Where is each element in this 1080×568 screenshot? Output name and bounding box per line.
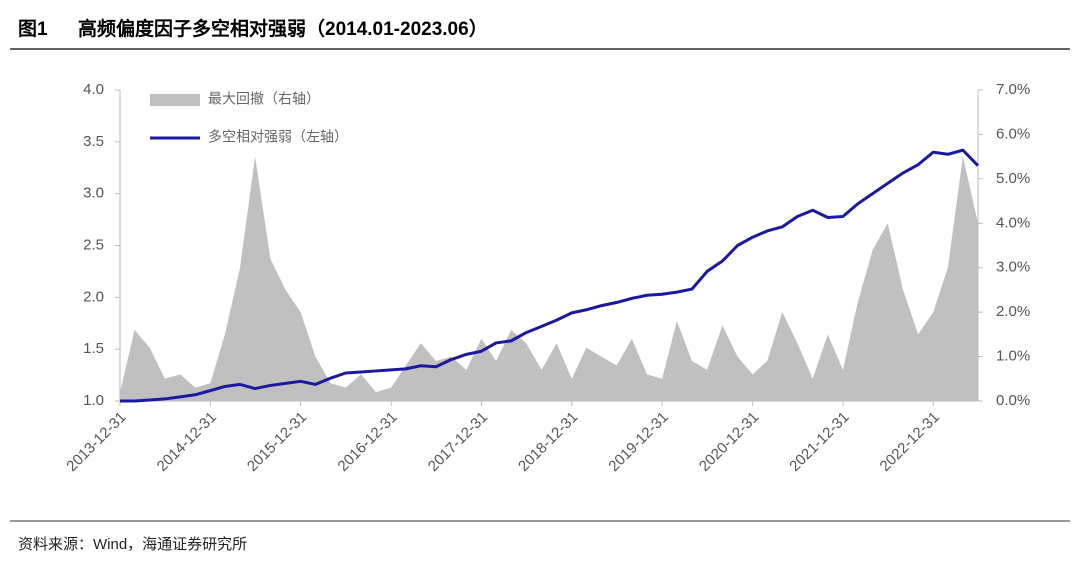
y2-tick-label: 1.0% bbox=[996, 348, 1030, 365]
y-tick-label: 2.0 bbox=[83, 288, 104, 305]
y2-tick-label: 3.0% bbox=[996, 259, 1030, 276]
drawdown-area bbox=[120, 156, 978, 401]
x-tick-label: 2014-12-31 bbox=[154, 409, 220, 475]
x-tick-label: 2021-12-31 bbox=[786, 409, 852, 475]
y-tick-label: 2.5 bbox=[83, 236, 104, 253]
figure-label: 图1 bbox=[18, 18, 48, 40]
legend-swatch bbox=[150, 94, 200, 106]
y2-tick-label: 2.0% bbox=[996, 303, 1030, 320]
y2-tick-label: 4.0% bbox=[996, 214, 1030, 231]
x-tick-label: 2016-12-31 bbox=[335, 409, 401, 475]
x-tick-label: 2020-12-31 bbox=[696, 409, 762, 475]
y-tick-label: 3.0 bbox=[83, 185, 104, 202]
y2-tick-label: 5.0% bbox=[996, 170, 1030, 187]
legend-label: 多空相对强弱（左轴） bbox=[208, 129, 348, 145]
y2-tick-label: 6.0% bbox=[996, 125, 1030, 142]
legend-label: 最大回撤（右轴） bbox=[208, 91, 320, 107]
chart-title: 高频偏度因子多空相对强弱（2014.01-2023.06） bbox=[78, 17, 488, 40]
x-tick-label: 2018-12-31 bbox=[515, 409, 581, 475]
x-tick-label: 2022-12-31 bbox=[877, 409, 943, 475]
y-tick-label: 1.5 bbox=[83, 340, 104, 357]
y-tick-label: 4.0 bbox=[83, 81, 104, 98]
source-note: 资料来源：Wind，海通证券研究所 bbox=[18, 536, 247, 553]
y-tick-label: 1.0 bbox=[83, 392, 104, 409]
x-tick-label: 2017-12-31 bbox=[425, 409, 491, 475]
x-tick-label: 2013-12-31 bbox=[63, 409, 129, 475]
y2-tick-label: 7.0% bbox=[996, 81, 1030, 98]
y-tick-label: 3.5 bbox=[83, 133, 104, 150]
strength-line bbox=[120, 148, 980, 403]
y2-tick-label: 0.0% bbox=[996, 392, 1030, 409]
x-tick-label: 2015-12-31 bbox=[244, 409, 310, 475]
x-tick-label: 2019-12-31 bbox=[605, 409, 671, 475]
